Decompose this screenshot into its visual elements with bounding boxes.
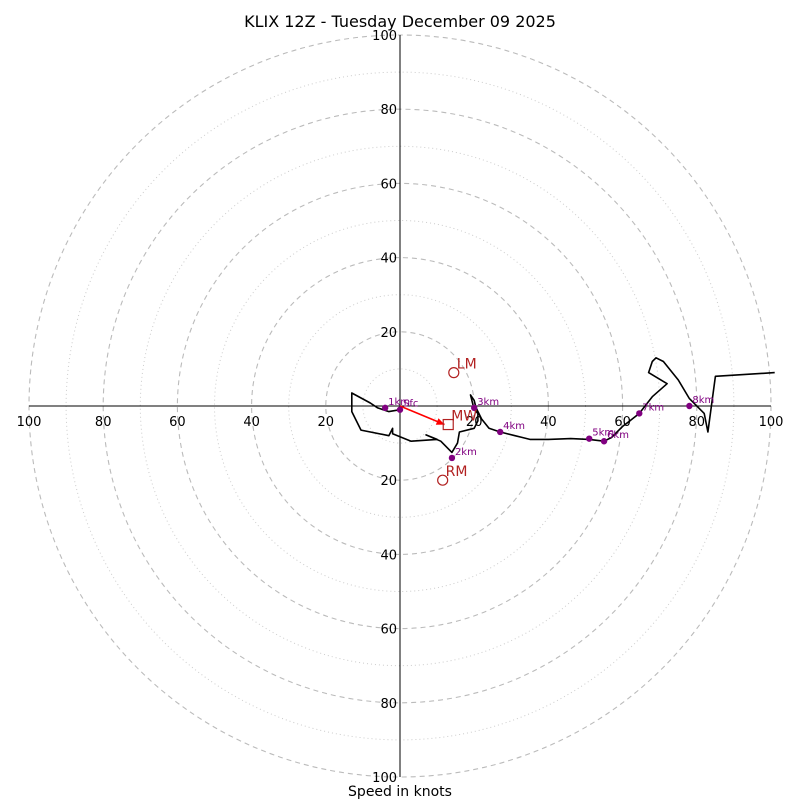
height-marker-label: Sfc: [403, 399, 418, 410]
height-marker-label: 7km: [642, 402, 664, 413]
x-tick-label: 40: [540, 415, 557, 430]
x-tick-label: 20: [318, 415, 335, 430]
y-tick-label: 100: [372, 29, 397, 44]
x-tick-label: 100: [17, 415, 42, 430]
storm-motion-marker: [448, 367, 460, 379]
height-marker-6km: [600, 438, 608, 445]
tick-labels: 100 80 60 40 20 20 40 60 80 100100806040202040608…: [17, 29, 784, 786]
y-tick-label: 80: [380, 103, 397, 118]
y-tick-label: 60: [380, 177, 397, 192]
storm-motion-marker: [437, 474, 449, 486]
storm-motion-label-rm: RM: [446, 464, 468, 480]
y-tick-label: 40: [380, 548, 397, 563]
height-marker-5km: [586, 435, 593, 442]
x-tick-label: 80: [689, 415, 706, 430]
y-tick-label: 20: [380, 326, 397, 341]
y-tick-label: 80: [380, 697, 397, 712]
y-tick-label: 100: [372, 771, 397, 786]
x-axis-label: Speed in knots: [348, 784, 452, 800]
storm-motion-marker: [442, 418, 454, 431]
hodograph-trace: [350, 356, 775, 454]
height-marker-1km: [381, 404, 389, 412]
height-marker-label: 2km: [455, 447, 477, 458]
height-marker-label: 6km: [607, 430, 629, 441]
shear-arrowhead: [435, 418, 445, 425]
height-marker-label: 4km: [503, 421, 525, 432]
height-marker-7km: [636, 410, 643, 417]
bulk-shear-vector: [399, 405, 445, 426]
height-marker-label: 3km: [477, 397, 499, 408]
storm-motion-markers: LM MW RM: [437, 357, 477, 486]
height-marker-2km: [448, 454, 456, 462]
height-marker-8km: [686, 402, 693, 410]
height-marker-label: 1km: [388, 397, 410, 408]
x-tick-label: 60: [614, 415, 631, 430]
height-marker-4km: [496, 428, 504, 436]
y-tick-label: 60: [380, 623, 397, 638]
height-marker-label: 8km: [692, 395, 714, 406]
height-marker-3km: [471, 404, 478, 412]
storm-motion-label-lm: LM: [457, 357, 477, 373]
height-marker-sfc: [396, 406, 404, 413]
x-tick-label: 80: [95, 415, 112, 430]
chart-title: KLIX 12Z - Tuesday December 09 2025: [244, 12, 556, 31]
x-tick-label: 40: [243, 415, 260, 430]
storm-motion-label-mw: MW: [451, 409, 477, 425]
y-tick-label: 40: [380, 252, 397, 267]
y-tick-label: 20: [380, 474, 397, 489]
height-marker-label: 5km: [592, 428, 614, 439]
x-tick-label: 60: [169, 415, 186, 430]
x-tick-label: 100: [759, 415, 784, 430]
hodograph-trace-layer: [350, 356, 775, 454]
